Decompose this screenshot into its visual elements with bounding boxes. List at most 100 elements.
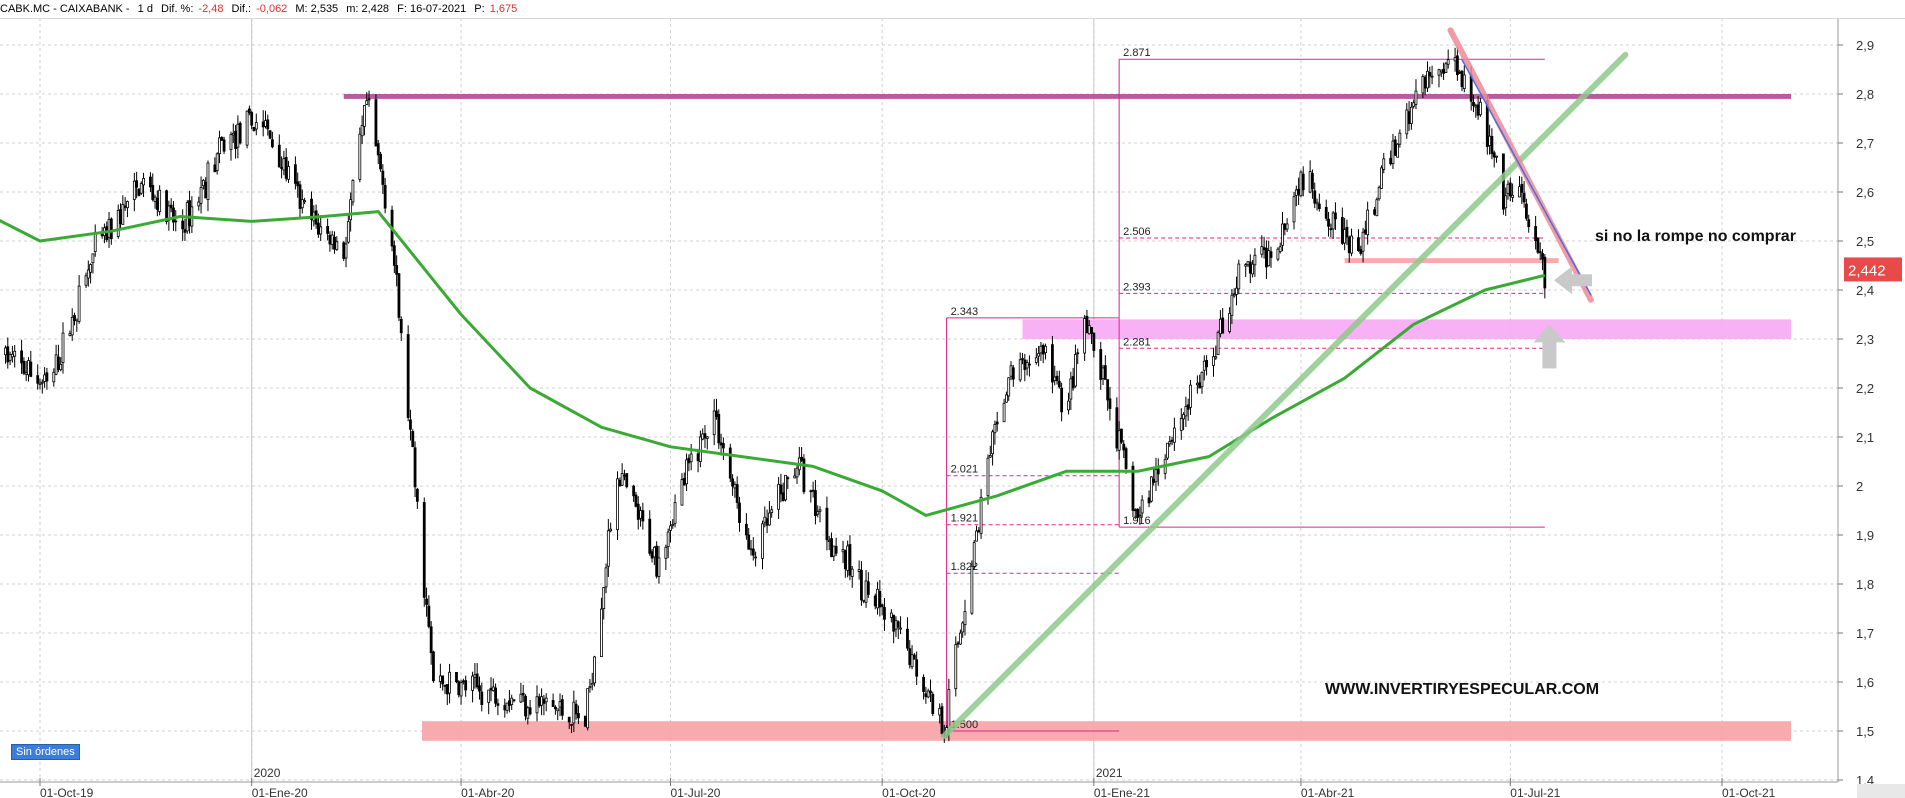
candle-body <box>57 356 60 370</box>
p-label: P: <box>474 3 485 15</box>
time-tick-label: 01-Ene-20 <box>252 786 308 798</box>
bottom-toolbar[interactable] <box>1857 784 1905 798</box>
candle <box>567 716 571 730</box>
watermark-text: WWW.INVERTIRYESPECULAR.COM <box>1325 681 1599 698</box>
candle-body <box>733 483 737 489</box>
candle-body <box>1421 76 1425 94</box>
time-tick-label: 01-Abr-21 <box>1301 786 1355 798</box>
candle <box>873 593 877 610</box>
candle-body <box>1347 236 1351 254</box>
candle <box>701 428 705 441</box>
candle <box>1055 370 1059 385</box>
candle-body <box>247 108 251 114</box>
candle <box>363 105 366 136</box>
candle <box>604 563 608 594</box>
candle <box>287 160 290 183</box>
candle <box>445 684 449 706</box>
candle <box>399 316 403 341</box>
candle-body <box>995 421 999 425</box>
candle <box>1186 398 1190 421</box>
candle-body <box>602 587 606 609</box>
candle-body <box>1041 344 1045 355</box>
candle <box>139 181 143 195</box>
candle <box>247 105 251 116</box>
candle <box>1179 408 1183 440</box>
candle <box>912 653 916 660</box>
candle-body <box>738 502 741 523</box>
candle-body <box>1269 251 1273 258</box>
candle-body <box>52 371 56 383</box>
candle <box>1490 128 1494 160</box>
candle <box>1506 180 1510 200</box>
timeframe[interactable]: 1 d <box>137 3 153 15</box>
candle <box>768 501 771 526</box>
candle-body <box>310 198 313 220</box>
candle-body <box>1382 158 1386 170</box>
candle-body <box>1453 57 1457 62</box>
candle <box>1074 344 1077 388</box>
candle <box>344 236 348 268</box>
candle-body <box>524 695 527 717</box>
candle-body <box>825 507 829 541</box>
candle <box>1283 223 1287 236</box>
dif-value: -0,062 <box>256 3 288 15</box>
candle <box>1156 458 1160 486</box>
candle-body <box>765 518 769 526</box>
candle-body <box>1140 499 1144 514</box>
candle <box>1324 199 1328 221</box>
candle-body <box>696 453 700 462</box>
candle-body <box>1037 353 1041 357</box>
candle <box>1426 61 1429 93</box>
candle-body <box>860 569 863 601</box>
candle-body <box>1044 345 1047 354</box>
arrow-up <box>1533 324 1566 369</box>
candle-body <box>344 243 348 259</box>
candle-body <box>834 545 838 554</box>
candle-body <box>588 686 592 689</box>
price-tick-label: 2,7 <box>1856 136 1874 151</box>
candle <box>728 443 732 483</box>
dif-pct-label: Dif. %: <box>161 3 194 15</box>
candle-body <box>29 361 33 377</box>
candle <box>1359 245 1363 256</box>
candle <box>280 156 284 179</box>
candle <box>712 399 716 446</box>
candle <box>537 693 541 708</box>
candle-body <box>1455 55 1459 76</box>
candle-body <box>846 545 850 571</box>
candle-body <box>1407 111 1411 124</box>
candle <box>415 487 419 509</box>
candle-body <box>326 226 330 234</box>
candle-body <box>880 604 884 607</box>
candle-body <box>1021 358 1024 360</box>
candle <box>1092 332 1096 358</box>
candle-body <box>1200 371 1204 388</box>
candle-body <box>123 205 127 208</box>
candle <box>1011 365 1015 387</box>
candle <box>29 350 33 378</box>
candle <box>830 532 833 558</box>
sin-ordenes-badge[interactable]: Sin órdenes <box>11 744 80 760</box>
candle <box>448 663 451 704</box>
candle <box>298 180 302 220</box>
candle <box>395 255 399 287</box>
candle <box>558 693 562 717</box>
candle-body <box>648 518 652 554</box>
candle <box>1458 69 1462 74</box>
downtrend-blue <box>1461 58 1592 296</box>
candle <box>802 454 806 495</box>
candle-body <box>1172 427 1176 443</box>
candle <box>245 110 249 149</box>
note-text: si no la rompe no comprar <box>1595 228 1796 245</box>
candle-body <box>763 516 767 523</box>
candle <box>1212 347 1215 377</box>
candle <box>422 497 426 607</box>
candle <box>52 368 56 387</box>
candle <box>319 215 323 241</box>
candle <box>264 110 267 129</box>
candle <box>438 663 442 689</box>
candle-body <box>779 484 783 495</box>
candle-body <box>319 226 323 235</box>
candle-body <box>616 478 619 531</box>
